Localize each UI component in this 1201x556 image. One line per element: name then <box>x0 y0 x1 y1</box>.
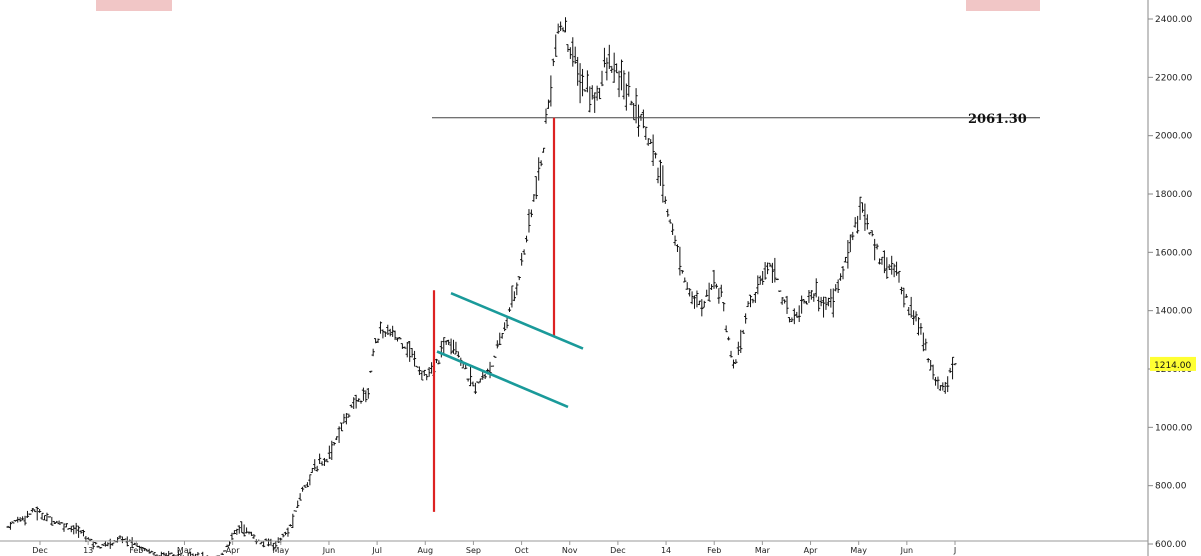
y-tick-label: 1400.00 <box>1155 307 1192 317</box>
y-tick-label: 800.00 <box>1155 482 1187 492</box>
y-tick-label: 2200.00 <box>1155 73 1192 83</box>
x-tick-label: Apr <box>226 546 241 555</box>
y-tick-label: 1000.00 <box>1155 423 1192 433</box>
x-tick-label: Apr <box>804 546 819 555</box>
x-tick-label: 14 <box>661 546 671 555</box>
top-right-patch <box>966 0 1040 11</box>
x-tick-label: Aug <box>417 546 433 555</box>
channel-lower-line <box>436 350 569 409</box>
x-tick-label: Sep <box>466 546 481 555</box>
x-tick-label: Mar <box>755 546 771 555</box>
current-price-label: 1214.00 <box>1154 361 1191 371</box>
y-tick-label: 1600.00 <box>1155 248 1192 258</box>
x-tick-label: Jun <box>900 546 914 555</box>
top-left-patch <box>96 0 172 11</box>
y-tick-label: 1800.00 <box>1155 190 1192 200</box>
x-axis-ticks: Dec 13 Feb Mar Apr May Jun Jul Aug Sep Oct Nov Dec 14… <box>32 541 956 555</box>
x-tick-label: Jun <box>322 546 336 555</box>
x-tick-label: Dec <box>32 546 47 555</box>
y-tick-label: 600.00 <box>1155 540 1187 550</box>
x-tick-label: Feb <box>707 546 721 555</box>
price-bars <box>6 17 957 556</box>
x-tick-label: Mar <box>177 546 193 555</box>
y-tick-label: 2400.00 <box>1155 15 1192 25</box>
x-tick-label: 13 <box>83 546 93 555</box>
x-tick-label: J <box>953 546 956 555</box>
x-tick-label: Oct <box>515 546 529 555</box>
y-axis-ticks: 600.00800.001000.001200.001400.001600.00… <box>1148 15 1192 550</box>
x-tick-label: May <box>850 546 867 555</box>
y-tick-label: 2000.00 <box>1155 132 1192 142</box>
resistance-line-label: 2061.30 <box>968 112 1027 127</box>
x-tick-label: Jul <box>371 546 382 555</box>
x-tick-label: Feb <box>129 546 143 555</box>
x-tick-label: Nov <box>562 546 578 555</box>
x-tick-label: May <box>273 546 290 555</box>
x-tick-label: Dec <box>610 546 625 555</box>
channel-upper-line <box>450 291 584 350</box>
current-price-highlight <box>1150 356 1196 371</box>
